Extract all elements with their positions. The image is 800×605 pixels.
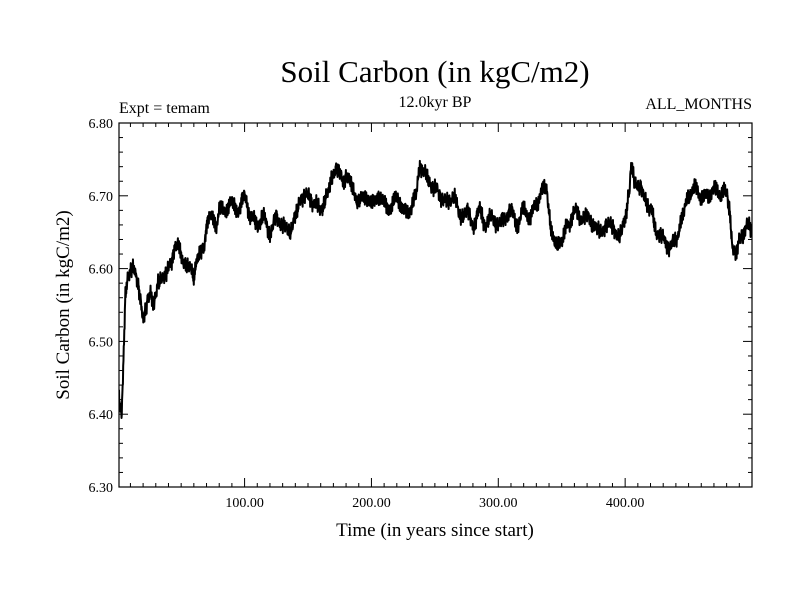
chart-subtitle-center: 12.0kyr BP	[399, 94, 472, 111]
y-axis-label: Soil Carbon (in kgC/m2)	[53, 210, 74, 399]
x-axis-label: Time (in years since start)	[336, 520, 534, 541]
y-tick-label: 6.30	[89, 481, 114, 496]
x-tick-label: 400.00	[606, 496, 645, 511]
x-tick-label: 200.00	[352, 496, 391, 511]
chart-subtitle-right: ALL_MONTHS	[645, 96, 752, 113]
series-line	[119, 159, 752, 419]
y-tick-label: 6.80	[89, 117, 114, 132]
y-tick-label: 6.60	[89, 263, 114, 278]
plot-area-frame	[118, 122, 753, 488]
y-tick-label: 6.70	[89, 190, 114, 205]
y-tick-label: 6.50	[89, 335, 114, 350]
chart-title: Soil Carbon (in kgC/m2)	[280, 54, 589, 89]
chart-subtitle-left: Expt = temam	[119, 100, 210, 117]
data-series	[119, 159, 752, 419]
x-tick-label: 300.00	[479, 496, 518, 511]
x-tick-label: 100.00	[225, 496, 264, 511]
y-tick-label: 6.40	[89, 408, 114, 423]
